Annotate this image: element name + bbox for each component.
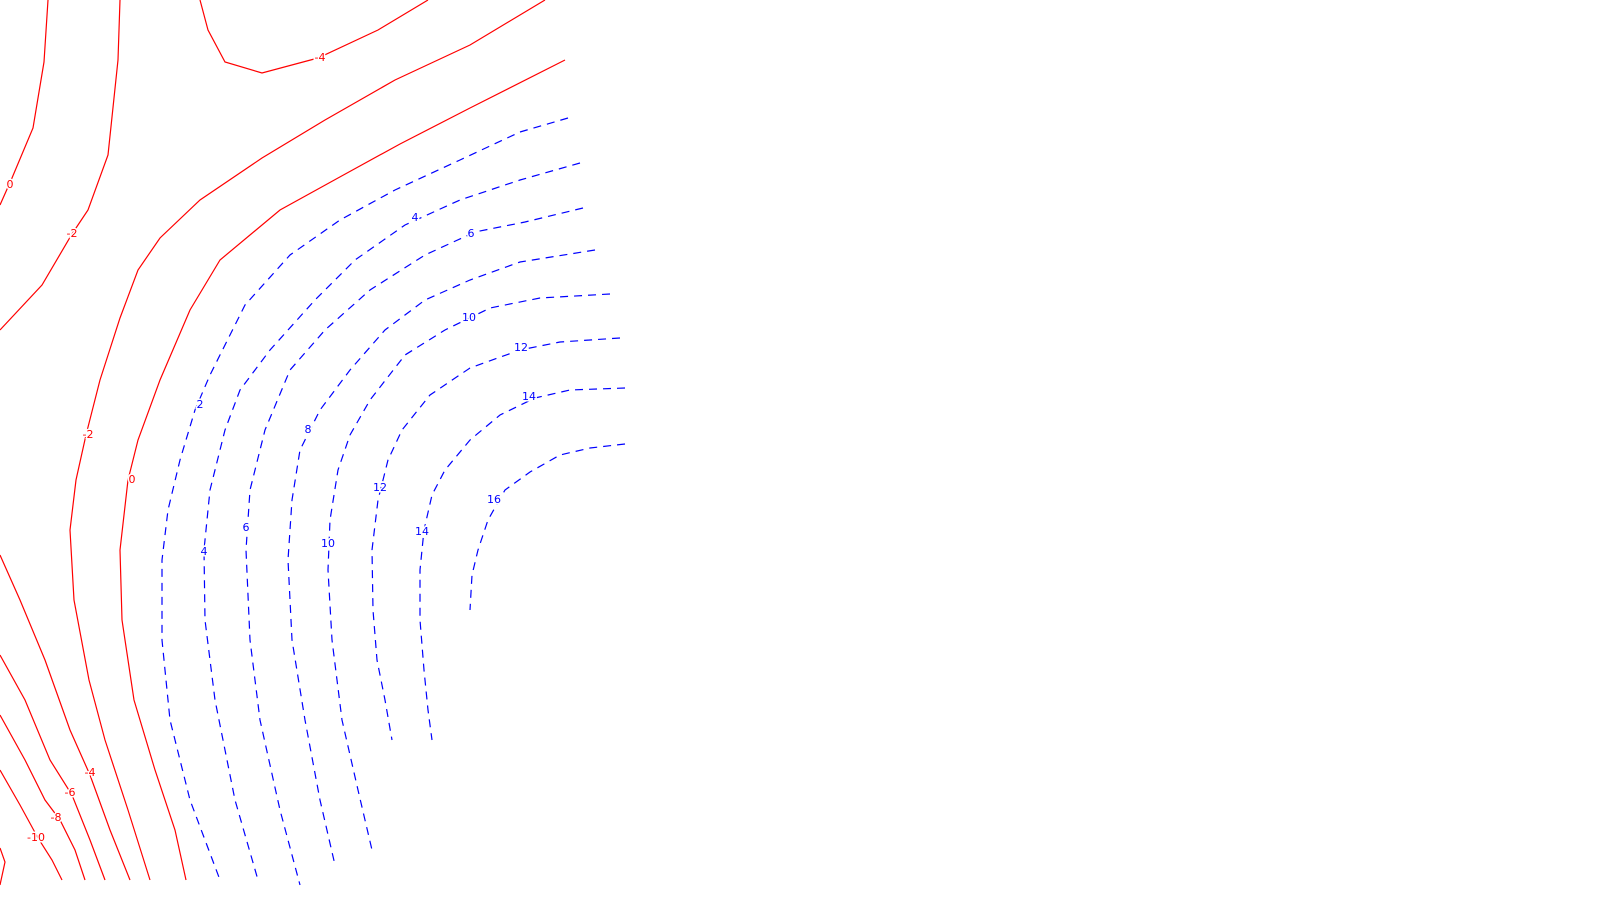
contour-labels: -4 0 -2 -2 0 -4 -6-8 -10 2 4 6 8 10 12 14 16 4 6 10 12 14 [5,50,538,846]
contour-line-level-neg6-6 [0,654,106,881]
contour-line-level-6-12 [245,207,584,886]
contour-label-12: 8 [305,423,312,436]
contour-label-21: 14 [415,525,429,538]
contour-label-18: 6 [243,521,250,534]
contour-line-level-neg10-9 [0,847,6,886]
contour-line-level-neg4-5 [0,554,131,881]
contour-label-10: 4 [412,211,419,224]
contour-label-5: -4 [85,766,96,779]
contour-line-level-4-11 [203,162,581,881]
contour-label-19: 10 [321,537,335,550]
contour-line-level-12-15 [371,337,621,741]
contour-label-17: 4 [201,545,208,558]
contour-label-6: -6 [65,786,76,799]
contour-lines [0,0,626,886]
contour-label-11: 6 [468,227,475,240]
contour-line-level-neg4-0 [199,0,429,74]
contour-label-20: 12 [373,481,387,494]
contour-line-level-0-1 [0,0,49,206]
contour-line-level-neg2-2 [0,0,121,331]
contour-label-8: -10 [27,831,45,844]
contour-line-level-neg10-8 [0,769,63,881]
contour-line-level-2-10 [161,117,569,881]
contour-line-level-neg8-7 [0,714,86,881]
contour-line-level-0-4 [119,59,566,881]
contour-line-level-neg2-3 [69,0,546,881]
contour-line-level-10-14 [327,293,611,851]
contour-label-16: 16 [487,493,501,506]
contour-label-14: 12 [514,341,528,354]
contour-label-9: 2 [197,398,204,411]
contour-line-level-8-13 [287,249,596,866]
contour-label-0: -4 [315,51,326,64]
contour-label-7: -8 [51,811,62,824]
contour-line-level-16-17 [469,443,626,611]
contour-label-4: 0 [129,473,136,486]
contour-label-15: 14 [522,390,536,403]
contour-label-3: -2 [83,428,94,441]
contour-line-level-14-16 [419,387,626,741]
contour-label-2: -2 [67,227,78,240]
contour-label-13: 10 [462,311,476,324]
contour-label-1: 0 [7,178,14,191]
